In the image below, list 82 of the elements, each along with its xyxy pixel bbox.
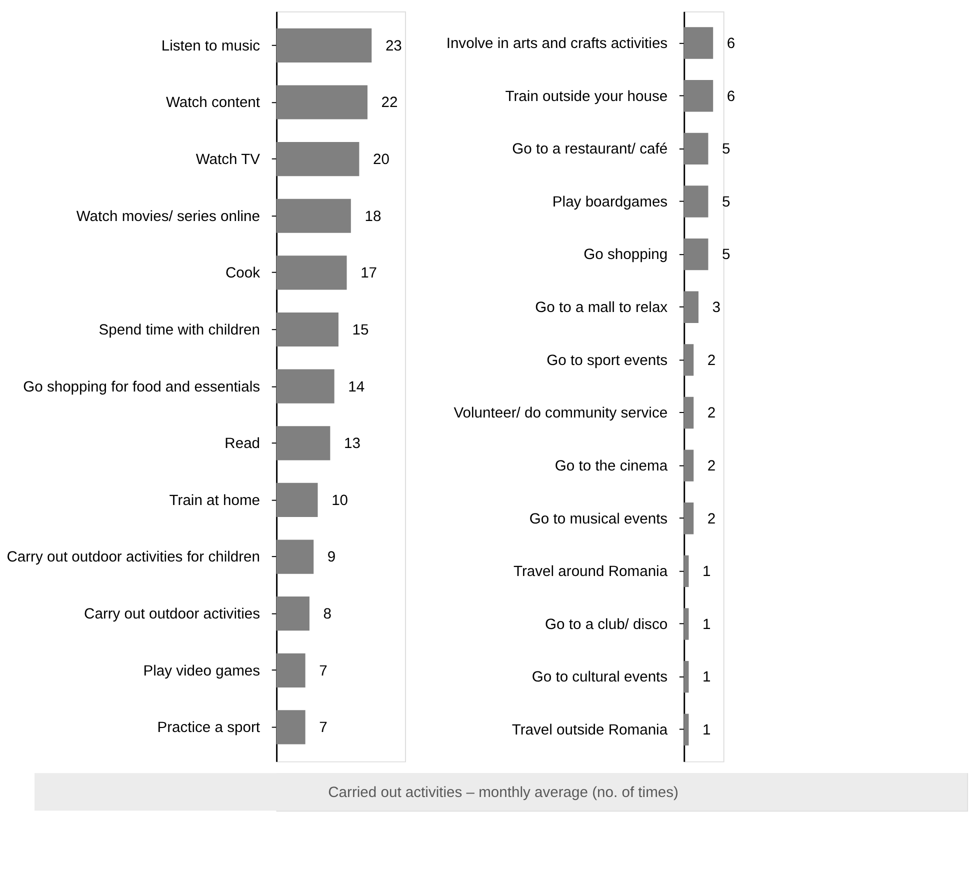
data-label: 9: [327, 550, 336, 566]
bar: [276, 256, 347, 290]
bar: [684, 660, 689, 693]
bar: [276, 312, 338, 347]
y-tick-label: Involve in arts and crafts activities: [446, 36, 668, 52]
bar: [276, 710, 306, 744]
data-label: 14: [348, 379, 365, 396]
data-label: 10: [332, 492, 348, 509]
data-label: 8: [323, 606, 332, 623]
y-tick-label: Volunteer/ do community service: [454, 406, 668, 422]
data-label: 23: [385, 38, 402, 54]
y-tick-label: Go to the cinema: [554, 458, 668, 474]
y-tick-label: Go to cultural events: [532, 670, 668, 686]
bar: [684, 450, 694, 482]
y-tick-label: Train at home: [169, 492, 260, 509]
y-tick-label: Cook: [225, 266, 261, 282]
y-tick-label: Listen to music: [161, 38, 261, 54]
data-label: 5: [722, 142, 730, 158]
text: Carried out activities – monthly average (no. of times): [328, 784, 679, 801]
data-label: 15: [352, 322, 369, 338]
data-label: 2: [707, 406, 716, 422]
data-label: 2: [707, 458, 716, 474]
y-tick-label: Train outside your house: [505, 88, 668, 105]
data-label: 6: [726, 36, 736, 52]
y-tick-label: Go to a mall to relax: [535, 300, 668, 316]
bar: [684, 608, 689, 640]
bar: [684, 132, 708, 165]
y-tick-label: Go to musical events: [529, 511, 668, 528]
data-label: 20: [373, 152, 390, 168]
bar: [684, 555, 689, 588]
data-label: 7: [319, 663, 328, 680]
bar: [276, 653, 306, 688]
y-tick-label: Watch movies/ series online: [76, 208, 260, 225]
bar: [276, 426, 330, 460]
bar: [276, 369, 334, 404]
bar: [684, 186, 708, 218]
data-label: 5: [722, 247, 730, 264]
data-label: 1: [702, 564, 711, 580]
y-tick-label: Practice a sport: [157, 720, 260, 736]
data-label: 2: [707, 511, 716, 528]
y-tick-label: Go to a club/ disco: [545, 616, 668, 633]
y-tick-label: Go to sport events: [546, 352, 668, 369]
bar: [684, 714, 689, 746]
data-label: 13: [344, 436, 360, 452]
bar: [684, 396, 694, 429]
data-label: 6: [726, 88, 736, 105]
y-tick-label: Spend time with children: [98, 322, 260, 338]
bar: [276, 596, 310, 631]
y-tick-label: Watch content: [166, 95, 260, 112]
data-label: 3: [712, 300, 721, 316]
bar: [276, 85, 368, 120]
bar: [684, 344, 694, 376]
y-tick-label: Travel outside Romania: [512, 722, 668, 739]
y-tick-label: Go shopping for food and essentials: [23, 379, 260, 396]
bar: [684, 80, 714, 112]
y-tick-label: Read: [224, 436, 260, 452]
data-label: 7: [319, 720, 328, 736]
data-label: 1: [702, 670, 711, 686]
data-label: 5: [722, 194, 730, 210]
y-tick-label: Go shopping: [584, 247, 668, 264]
y-tick-label: Carry out outdoor activities: [84, 606, 260, 623]
y-tick-label: Play boardgames: [552, 194, 668, 210]
y-tick-label: Watch TV: [196, 152, 260, 168]
y-tick-label: Play video games: [143, 663, 260, 680]
bar: [276, 28, 372, 62]
bar: [276, 540, 314, 574]
data-label: 2: [707, 352, 716, 369]
bar: [276, 198, 351, 233]
bar: [684, 27, 714, 59]
data-label: 22: [381, 95, 398, 112]
data-label: 1: [702, 722, 711, 739]
bar: [684, 291, 698, 323]
data-label: 1: [702, 616, 711, 633]
bar: [684, 502, 694, 534]
data-label: 17: [360, 266, 378, 282]
y-tick-label: Go to a restaurant/ café: [512, 142, 668, 158]
data-label: 18: [364, 208, 382, 225]
bar: [276, 142, 360, 176]
bar: [684, 238, 708, 270]
y-tick-label: Travel around Romania: [514, 564, 668, 580]
y-tick-label: Carry out outdoor activities for children: [6, 550, 260, 566]
bar: [276, 482, 318, 518]
